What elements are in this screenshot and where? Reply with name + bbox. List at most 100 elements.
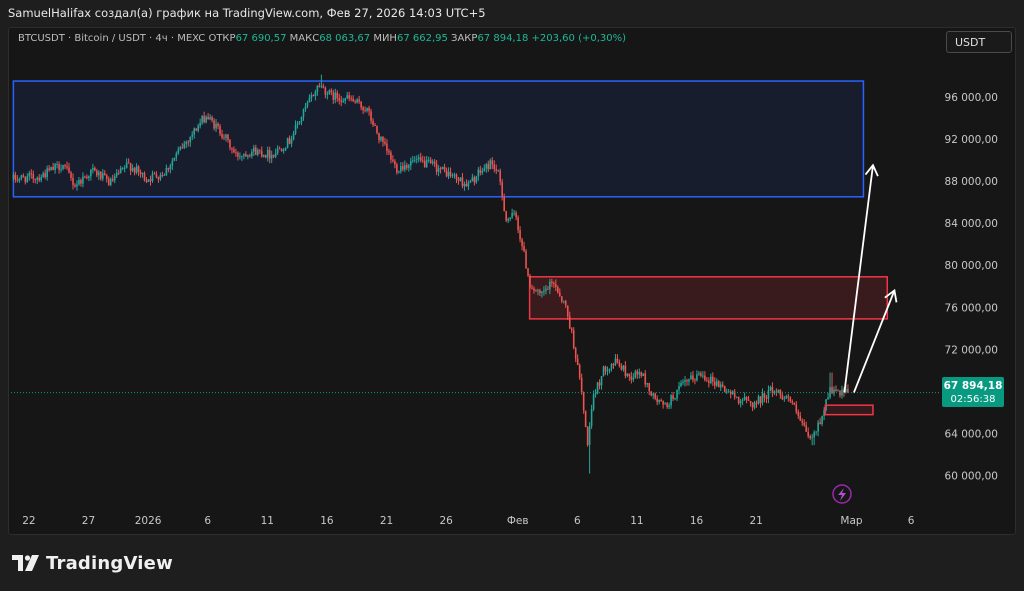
arrow-line[interactable]	[853, 290, 896, 393]
candle-body	[751, 402, 754, 408]
candle-body	[469, 181, 472, 183]
candle-body	[535, 290, 537, 292]
candle-body	[803, 422, 806, 426]
candle-body	[507, 218, 509, 221]
candle-body	[523, 246, 525, 252]
candle-body	[688, 379, 690, 382]
lightning-icon[interactable]	[832, 484, 852, 504]
candle-body	[308, 98, 311, 103]
candle-body	[831, 387, 833, 394]
candle-body	[509, 217, 511, 219]
candle-body	[30, 173, 33, 175]
candle-body	[692, 375, 694, 380]
candle-body	[404, 165, 406, 170]
candle-body	[805, 425, 808, 432]
candle-body	[737, 396, 740, 404]
candle-body	[447, 171, 450, 177]
candle-body	[739, 400, 742, 404]
candle-body	[256, 150, 259, 155]
candle-body	[26, 176, 29, 183]
candle-body	[706, 380, 708, 381]
candle-body	[475, 176, 478, 183]
candle-body	[662, 401, 664, 405]
blue-zone[interactable]	[12, 80, 865, 198]
tradingview-logo[interactable]: TradingView	[12, 551, 173, 575]
candle-body	[761, 393, 764, 404]
candle-body	[378, 133, 380, 141]
candle-body	[191, 134, 194, 137]
candle-body	[604, 366, 607, 372]
candle-body	[644, 373, 647, 385]
candle-body	[787, 396, 790, 398]
candle-body	[384, 141, 386, 144]
candle-body	[12, 174, 15, 179]
candle-body	[821, 416, 823, 425]
candle-body	[672, 395, 674, 399]
candle-body	[785, 396, 788, 399]
candle-body	[52, 166, 54, 170]
symbol-label[interactable]: BTCUSDT · Bitcoin / USDT · 4ч · MEXC	[18, 33, 206, 44]
candle-body	[427, 159, 430, 161]
candle-body	[636, 371, 639, 375]
red-zone[interactable]	[528, 276, 889, 320]
candle-body	[159, 175, 162, 180]
x-tick-label: 11	[261, 515, 274, 527]
candle-body	[642, 373, 645, 376]
candle-body	[288, 137, 291, 144]
candle-body	[765, 397, 768, 399]
candle-body	[437, 168, 440, 172]
candle-body	[253, 147, 255, 152]
candle-body	[735, 396, 738, 398]
candle-body	[153, 173, 156, 175]
candle-body	[501, 181, 503, 197]
candle-body	[568, 316, 571, 329]
candle-body	[487, 164, 490, 170]
candle-body	[348, 95, 350, 99]
candle-body	[513, 212, 515, 214]
candle-body	[18, 178, 21, 181]
candle-body	[183, 143, 186, 149]
candle-body	[64, 165, 66, 167]
candle-body	[127, 162, 130, 164]
candle-body	[841, 389, 843, 396]
candle-body	[473, 177, 476, 183]
candle-body	[181, 147, 184, 149]
candle-body	[795, 404, 798, 412]
candle-body	[94, 167, 96, 171]
candle-body	[350, 98, 352, 100]
candle-body	[302, 109, 305, 117]
candle-body	[612, 364, 615, 366]
candle-body	[155, 174, 158, 178]
candle-body	[292, 133, 295, 140]
candle-body	[626, 373, 629, 376]
x-tick-label: 2026	[135, 515, 162, 527]
candle-body	[710, 376, 712, 384]
candle-body	[326, 93, 329, 95]
candle-body	[223, 137, 225, 139]
candle-body	[562, 301, 565, 303]
candle-body	[125, 162, 128, 168]
candle-body	[376, 126, 378, 134]
candle-body	[245, 154, 247, 157]
candle-body	[781, 395, 784, 400]
candle-body	[392, 159, 394, 161]
candle-body	[566, 305, 569, 317]
candle-body	[34, 178, 37, 180]
candle-body	[177, 149, 180, 154]
candle-body	[664, 403, 666, 405]
candle-body	[330, 90, 333, 93]
small-red-box[interactable]	[824, 404, 874, 416]
x-tick-label: Фев	[507, 515, 529, 527]
candle-body	[610, 364, 613, 369]
currency-button[interactable]: USDT	[946, 31, 1012, 53]
candle-body	[489, 160, 492, 170]
candle-body	[819, 422, 821, 425]
candle-body	[80, 180, 82, 184]
price-chart[interactable]: 96 000,00 92 000,00 88 000,00 84 000,00 80 0…	[9, 56, 1015, 532]
candle-body	[807, 431, 809, 437]
candle-body	[334, 92, 337, 100]
candle-body	[282, 149, 285, 152]
candle-body	[537, 290, 539, 292]
arrow-line[interactable]	[843, 165, 874, 393]
candle-body	[96, 170, 98, 176]
